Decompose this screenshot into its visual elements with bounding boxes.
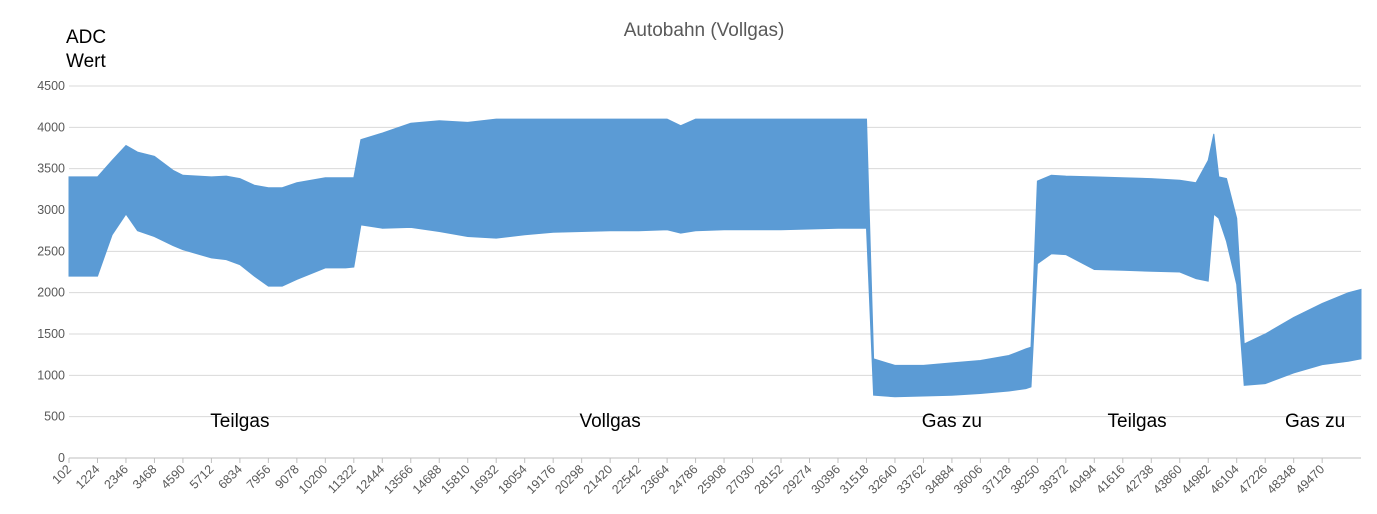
y-tick-label: 2500 [37,244,65,258]
x-tick-label: 38250 [1008,462,1043,497]
x-tick-label: 37128 [980,462,1015,497]
x-tick-label: 36006 [951,462,986,497]
x-tick-label: 32640 [866,462,901,497]
x-tick-label: 6834 [215,462,245,492]
y-axis-label: ADC Wert [66,26,106,74]
x-tick-label: 21420 [581,462,616,497]
x-tick-label: 27030 [723,462,758,497]
y-tick-label: 1500 [37,327,65,341]
x-tick-label: 34884 [923,462,958,497]
x-tick-label: 16932 [467,462,502,497]
y-tick-label: 4000 [37,120,65,134]
x-tick-label: 1224 [73,462,103,492]
x-tick-label: 24786 [666,462,701,497]
y-axis-label-line-2: Wert [66,51,106,72]
x-tick-label: 3468 [130,462,160,492]
x-tick-label: 42738 [1122,462,1157,497]
y-tick-label: 3000 [37,203,65,217]
x-tick-label: 39372 [1036,462,1071,497]
x-tick-label: 23664 [638,462,673,497]
x-tick-label: 4590 [158,462,188,492]
x-tick-label: 20298 [552,462,587,497]
x-tick-label: 33762 [894,462,929,497]
x-tick-label: 11322 [325,462,359,496]
annotation-label: Gas zu [1285,411,1345,432]
x-tick-label: 28152 [752,462,787,497]
x-tick-label: 10200 [296,462,331,497]
x-tick-label: 30396 [809,462,844,497]
y-tick-label: 1000 [37,368,65,382]
annotations: Teilgas Vollgas Gas zu Teilgas Gas zu [210,411,1345,432]
annotation-label: Vollgas [579,411,640,432]
x-tick-label: 15810 [438,462,473,497]
x-tick-label: 29274 [780,462,815,497]
x-tick-label: 48348 [1264,462,1299,497]
x-tick-label: 7956 [244,462,274,492]
x-tick-label: 14688 [410,462,445,497]
y-axis-ticks: 0 500 1000 1500 2000 2500 3000 3500 4000 4500 [37,79,65,465]
x-tick-label: 2346 [102,462,132,492]
chart-title: Autobahn (Vollgas) [624,20,785,41]
x-tick-label: 41616 [1093,462,1128,497]
series-area [68,118,1362,398]
x-tick-label: 43860 [1150,462,1185,497]
y-tick-label: 500 [44,410,65,424]
y-tick-label: 3500 [37,162,65,176]
x-tick-label: 13566 [381,462,416,497]
annotation-label: Teilgas [210,411,269,432]
x-tick-label: 46104 [1207,462,1242,497]
x-tick-label: 5712 [187,462,217,492]
y-tick-label: 0 [58,451,65,465]
x-tick-label: 18054 [495,462,530,497]
x-tick-label: 49470 [1293,462,1328,497]
x-tick-label: 47226 [1236,462,1271,497]
x-tick-label: 31518 [837,462,872,497]
x-tick-label: 22542 [609,462,644,497]
y-tick-label: 2000 [37,286,65,300]
annotation-label: Gas zu [922,411,982,432]
y-axis-label-line-1: ADC [66,27,107,48]
y-tick-label: 4500 [37,79,65,93]
x-tick-label: 12444 [353,462,388,497]
x-tick-label: 102 [49,462,74,487]
x-tick-label: 25908 [695,462,730,497]
x-tick-label: 40494 [1065,462,1100,497]
x-tick-label: 44982 [1179,462,1214,497]
annotation-label: Teilgas [1108,411,1167,432]
series-band-0 [68,118,1362,398]
x-axis: 1021224234634684590571268347956907810200… [49,457,1361,497]
x-tick-label: 19176 [524,462,559,497]
